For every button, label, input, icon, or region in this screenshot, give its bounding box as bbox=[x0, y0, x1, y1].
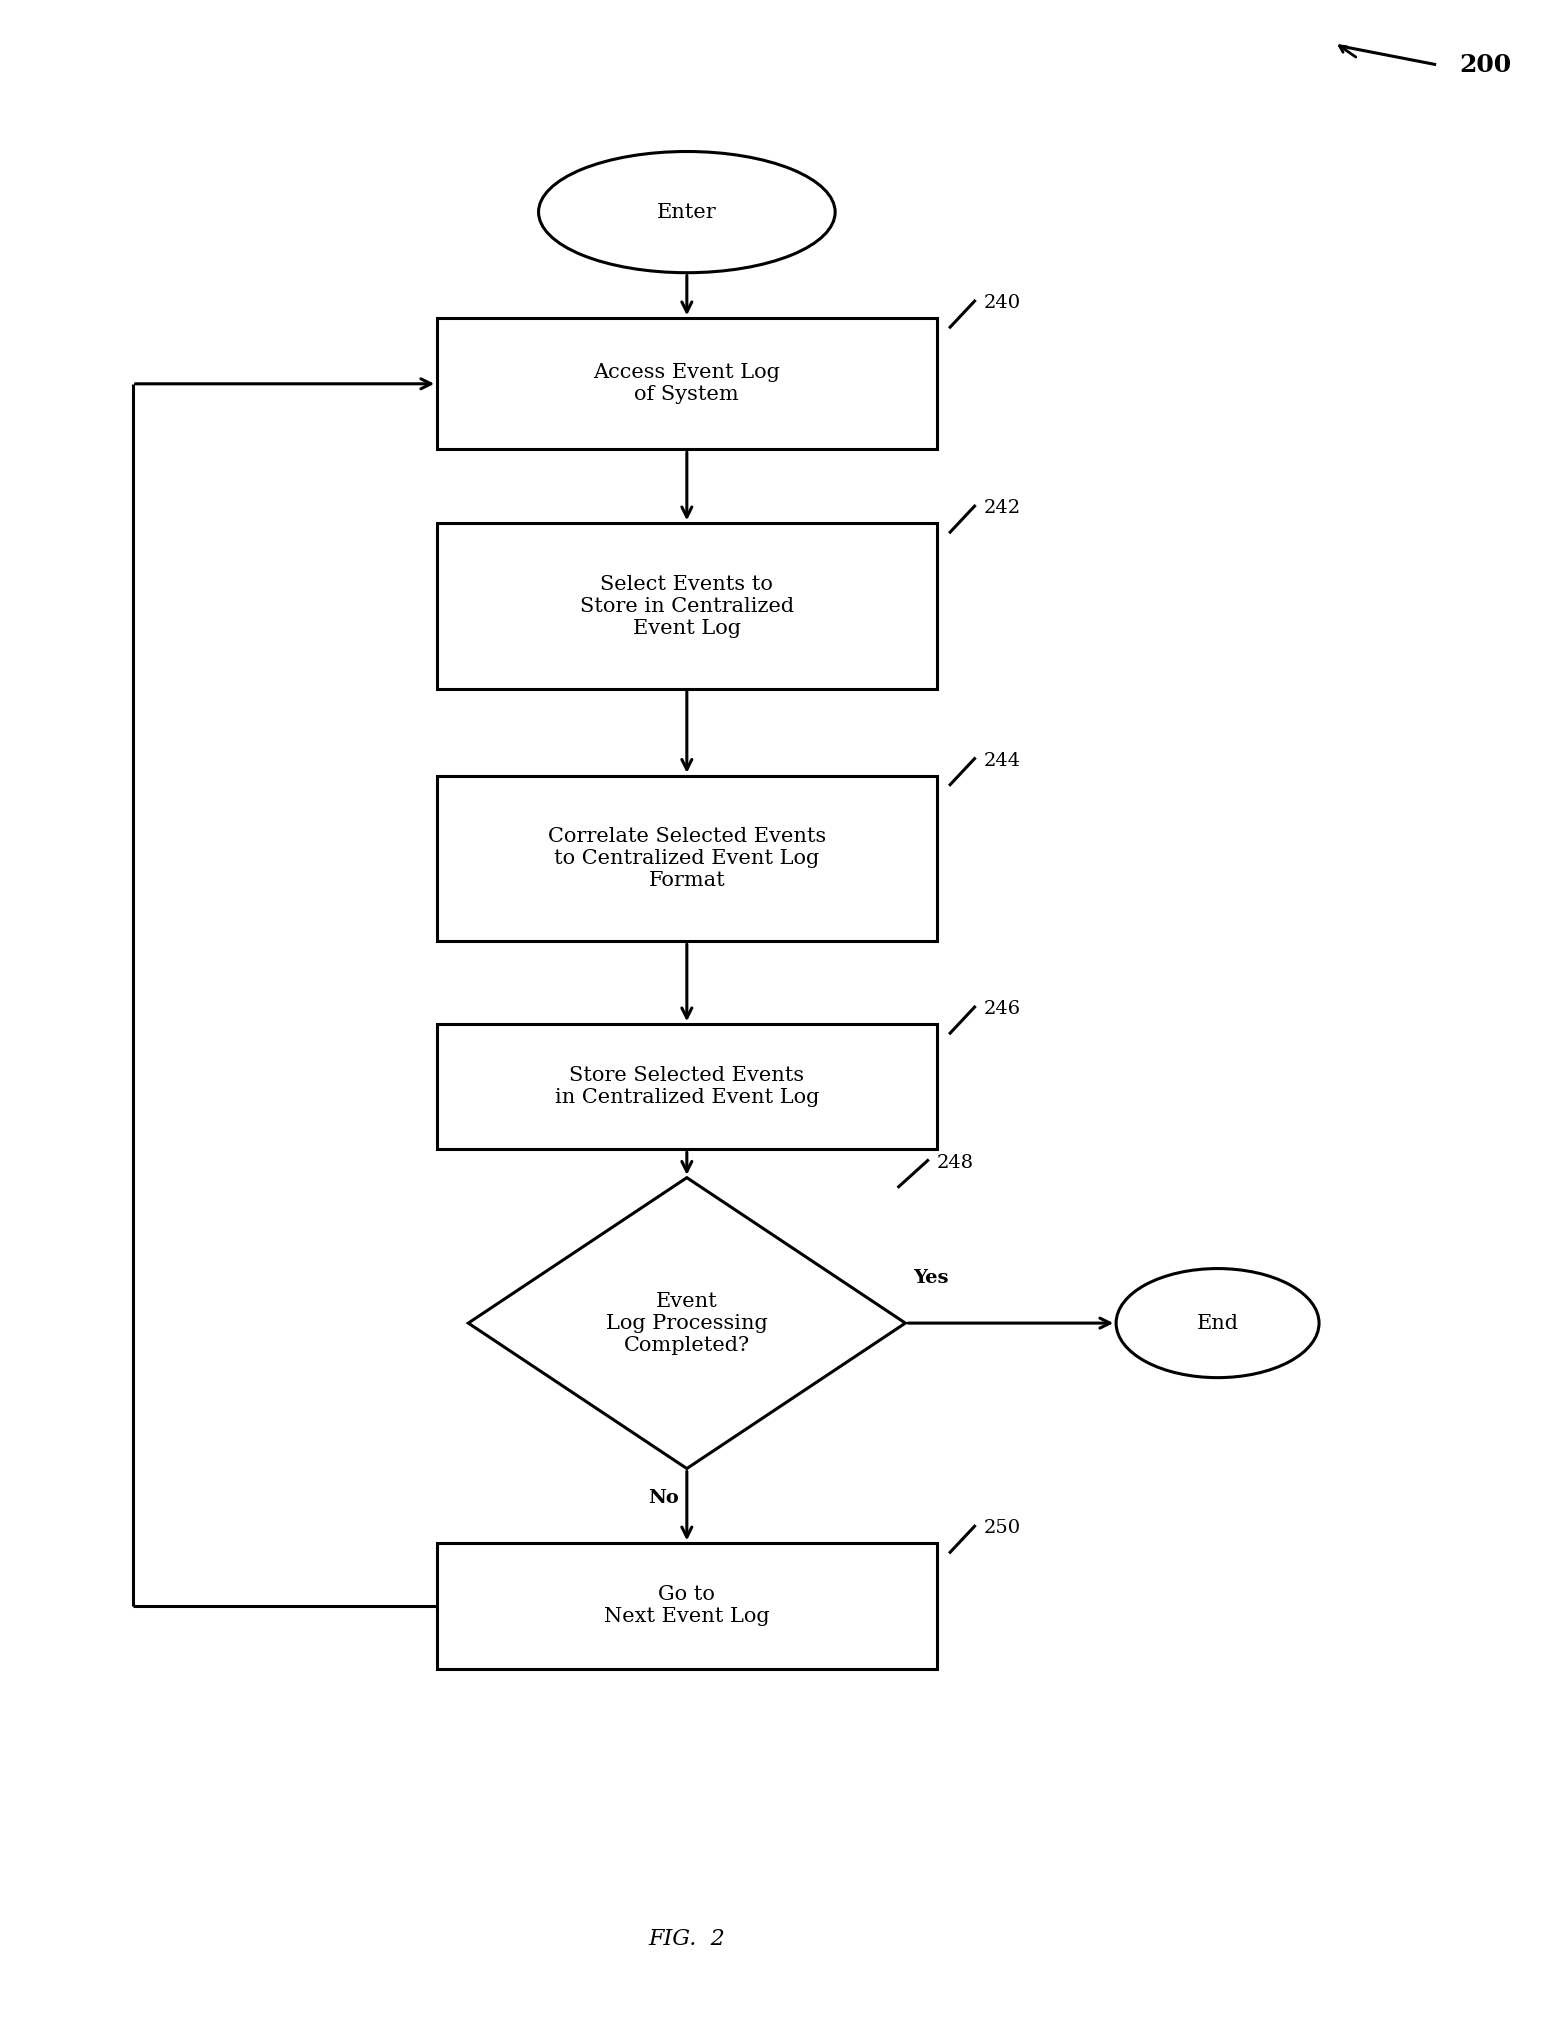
FancyBboxPatch shape bbox=[437, 317, 937, 448]
Text: Select Events to
Store in Centralized
Event Log: Select Events to Store in Centralized Ev… bbox=[579, 574, 795, 638]
Text: Event
Log Processing
Completed?: Event Log Processing Completed? bbox=[606, 1291, 768, 1355]
Text: 244: 244 bbox=[983, 751, 1021, 770]
FancyBboxPatch shape bbox=[437, 523, 937, 689]
Text: 248: 248 bbox=[937, 1153, 974, 1172]
Text: 200: 200 bbox=[1460, 53, 1511, 77]
FancyBboxPatch shape bbox=[437, 1543, 937, 1669]
Text: End: End bbox=[1197, 1313, 1238, 1333]
Text: 242: 242 bbox=[983, 499, 1021, 517]
Text: Access Event Log
of System: Access Event Log of System bbox=[593, 364, 780, 404]
FancyBboxPatch shape bbox=[437, 776, 937, 941]
Text: Store Selected Events
in Centralized Event Log: Store Selected Events in Centralized Eve… bbox=[554, 1067, 820, 1107]
Text: Correlate Selected Events
to Centralized Event Log
Format: Correlate Selected Events to Centralized… bbox=[548, 826, 826, 891]
Text: 240: 240 bbox=[983, 295, 1021, 311]
Text: 246: 246 bbox=[983, 1000, 1021, 1018]
Text: Yes: Yes bbox=[913, 1269, 949, 1287]
Text: 250: 250 bbox=[983, 1519, 1021, 1537]
Ellipse shape bbox=[539, 152, 835, 273]
Text: Enter: Enter bbox=[657, 202, 716, 222]
Text: No: No bbox=[648, 1489, 679, 1507]
Polygon shape bbox=[468, 1178, 905, 1469]
Text: FIG.  2: FIG. 2 bbox=[648, 1929, 726, 1949]
FancyBboxPatch shape bbox=[437, 1024, 937, 1149]
Ellipse shape bbox=[1116, 1269, 1319, 1378]
Text: Go to
Next Event Log: Go to Next Event Log bbox=[604, 1586, 770, 1626]
